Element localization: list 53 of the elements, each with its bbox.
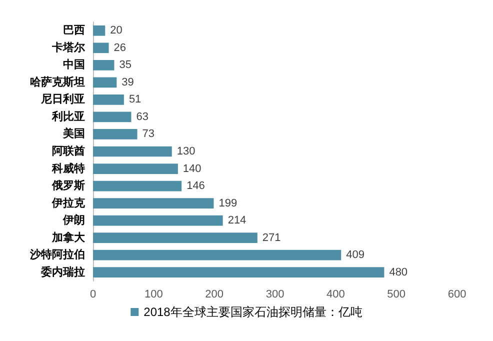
data-label: 214 <box>228 214 246 227</box>
bar <box>93 180 182 192</box>
data-label: 130 <box>176 146 196 158</box>
data-label: 73 <box>142 128 155 140</box>
y-tick-label: 中国 <box>63 58 85 72</box>
y-tick-label: 利比亚 <box>51 110 85 123</box>
data-label: 199 <box>218 197 238 210</box>
data-label: 480 <box>389 266 408 278</box>
data-label: 26 <box>114 42 126 54</box>
bar <box>93 164 178 174</box>
data-label: 409 <box>346 249 364 262</box>
y-tick-label: 巴西 <box>63 24 85 37</box>
y-tick-label: 美国 <box>62 127 85 140</box>
y-tick-label: 沙特阿拉伯 <box>29 248 85 262</box>
y-tick-label: 伊朗 <box>62 214 85 227</box>
x-tick-label: 600 <box>448 288 466 300</box>
data-label: 63 <box>136 110 148 123</box>
x-tick-label: 0 <box>90 288 96 300</box>
bar <box>93 60 114 70</box>
data-label: 35 <box>119 59 132 72</box>
bar <box>93 77 117 88</box>
y-tick-label: 哈萨克斯坦 <box>30 75 85 88</box>
bar <box>93 198 214 208</box>
y-tick-label: 卡塔尔 <box>51 40 86 54</box>
data-label: 39 <box>122 76 134 88</box>
y-tick-label: 加拿大 <box>51 230 86 244</box>
data-label: 20 <box>110 24 122 37</box>
y-tick-label: 委内瑞拉 <box>40 265 85 278</box>
bar <box>93 94 124 105</box>
bar <box>93 250 342 260</box>
x-tick-label: 300 <box>266 288 284 300</box>
y-tick-label: 伊拉克 <box>51 196 86 210</box>
bar <box>93 146 172 157</box>
data-label: 146 <box>186 180 205 192</box>
data-label: 51 <box>128 94 142 106</box>
y-tick-label: 科威特 <box>51 162 85 175</box>
x-tick-label: 400 <box>326 288 345 300</box>
bar <box>93 129 138 140</box>
bar <box>93 42 109 54</box>
x-tick-label: 200 <box>205 288 224 300</box>
data-label: 271 <box>262 232 281 244</box>
bar <box>93 215 223 226</box>
bar <box>93 267 384 278</box>
legend-label: 2018年全球主要国家石油探明储量：亿吨 <box>144 305 362 319</box>
y-tick-label: 俄罗斯 <box>51 179 85 192</box>
x-tick-label: 100 <box>144 288 163 300</box>
y-tick-label: 阿联酋 <box>52 144 85 158</box>
bar <box>93 25 106 36</box>
bar <box>93 112 132 122</box>
data-label: 140 <box>182 162 202 175</box>
y-tick-label: 尼日利亚 <box>40 92 85 106</box>
bar <box>93 232 258 244</box>
x-tick-label: 500 <box>387 288 406 300</box>
